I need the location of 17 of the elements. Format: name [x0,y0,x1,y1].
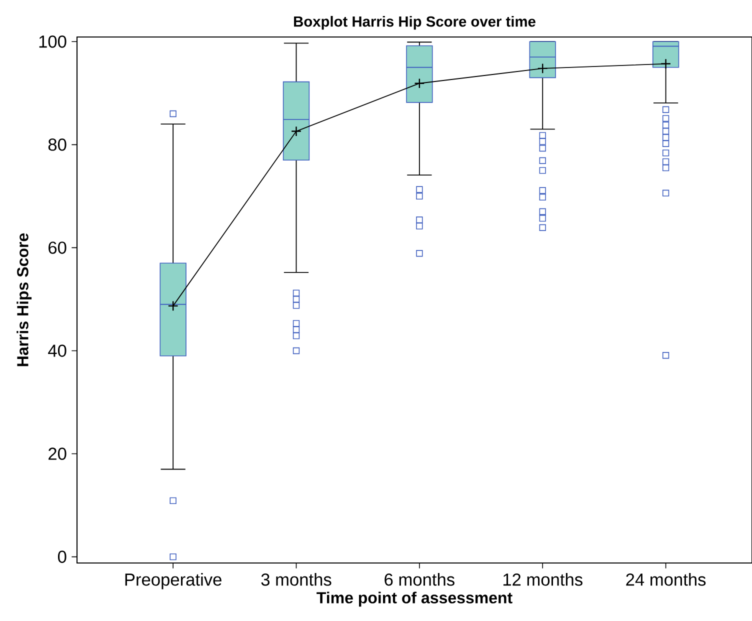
x-tick-label: 12 months [503,573,582,586]
point [414,78,425,89]
x-tick-label: 6 months [384,573,454,586]
y-tick-label: 20 [48,448,66,460]
y-tick-label: 100 [39,35,66,48]
x-tick-label: 24 months [626,573,706,586]
x-axis-title: Time point of assessment [316,592,512,607]
x-tick-label: Preoperative [125,573,222,590]
y-tick-label: 80 [48,138,66,151]
y-tick-label: 60 [48,242,66,254]
x-tick-label: 3 months [261,573,332,586]
y-tick-label: 40 [48,344,66,357]
y-tick-label: 0 [58,550,66,563]
chart-title: Boxplot Harris Hip Score over time [294,16,536,30]
point [290,126,302,137]
y-axis-title: Harris Hips Score [16,233,32,366]
point [537,63,548,74]
